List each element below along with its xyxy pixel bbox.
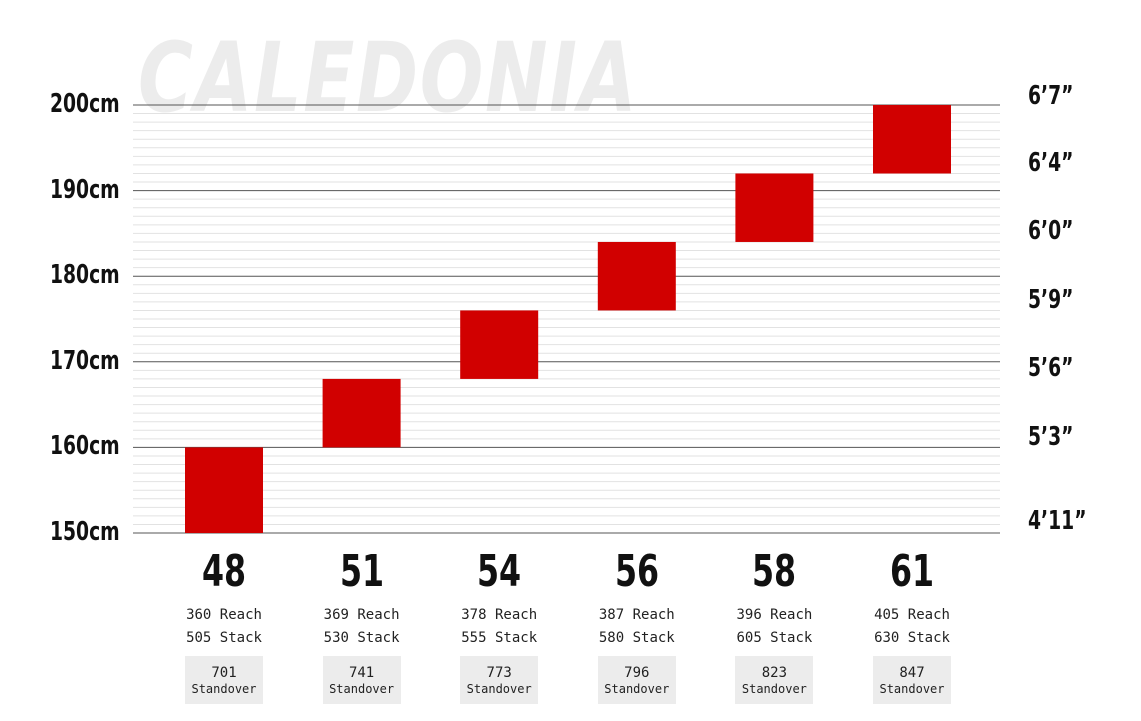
standover-box: 701 Standover [185, 656, 263, 704]
standover-value: 701 [211, 665, 237, 681]
standover-value: 847 [899, 665, 925, 681]
standover-box: 847 Standover [873, 656, 951, 704]
standover-label: Standover [604, 682, 670, 696]
standover-value: 796 [624, 665, 650, 681]
standover-box: 741 Standover [322, 656, 401, 704]
y-tick-label-imperial: 5’9” [1028, 285, 1074, 315]
standover-box: 796 Standover [597, 656, 676, 704]
y-tick-label-imperial: 4’11” [1028, 506, 1087, 536]
size-range-bar-61 [873, 105, 951, 174]
standover-label: Standover [329, 682, 395, 696]
y-tick-label-cm: 180cm [50, 260, 120, 291]
standover-value: 773 [486, 665, 512, 681]
size-range-bar-56 [597, 241, 676, 311]
y-tick-label-imperial: 6’0” [1028, 216, 1074, 246]
reach-label: 396 Reach [736, 607, 813, 623]
standover-label: Standover [191, 682, 257, 696]
frame-size-label: 48 [201, 546, 247, 597]
size-range-bar-58 [735, 173, 814, 242]
standover-box: 823 Standover [735, 656, 814, 704]
standover-label: Standover [741, 682, 807, 696]
standover-box: 773 Standover [460, 656, 539, 704]
size-range-bar-54 [460, 310, 539, 379]
reach-label: 360 Reach [186, 607, 262, 623]
reach-label: 387 Reach [598, 607, 675, 623]
size-range-bar-51 [322, 378, 401, 448]
size-range-bar-48 [185, 447, 263, 533]
y-tick-label-cm: 150cm [50, 517, 120, 547]
stack-label: 605 Stack [736, 630, 813, 646]
y-tick-label-imperial: 6’4” [1028, 148, 1074, 178]
frame-size-label: 61 [889, 546, 935, 597]
standover-value: 741 [348, 665, 375, 681]
y-tick-label-cm: 170cm [50, 345, 120, 376]
frame-size-label: 54 [477, 546, 522, 597]
y-tick-label-cm: 160cm [50, 431, 120, 462]
reach-label: 405 Reach [874, 607, 950, 623]
frame-size-label: 58 [752, 546, 797, 597]
frame-size-label: 56 [614, 546, 659, 597]
stack-label: 505 Stack [186, 630, 262, 646]
standover-label: Standover [879, 682, 945, 696]
standover-label: Standover [466, 682, 532, 696]
frame-size-label: 51 [339, 546, 384, 597]
stack-label: 630 Stack [874, 630, 950, 646]
y-tick-label-imperial: 5’6” [1028, 353, 1074, 383]
reach-label: 378 Reach [461, 607, 538, 623]
y-tick-label-imperial: 6’7” [1028, 81, 1074, 111]
y-tick-label-cm: 200cm [50, 89, 120, 119]
standover-value: 823 [761, 665, 788, 681]
reach-label: 369 Reach [323, 607, 400, 623]
stack-label: 530 Stack [323, 630, 400, 646]
stack-label: 555 Stack [461, 630, 538, 646]
y-tick-label-imperial: 5’3” [1028, 422, 1074, 452]
y-tick-label-cm: 190cm [50, 174, 120, 205]
brand-watermark: CALEDONIA [138, 22, 639, 134]
stack-label: 580 Stack [598, 630, 675, 646]
